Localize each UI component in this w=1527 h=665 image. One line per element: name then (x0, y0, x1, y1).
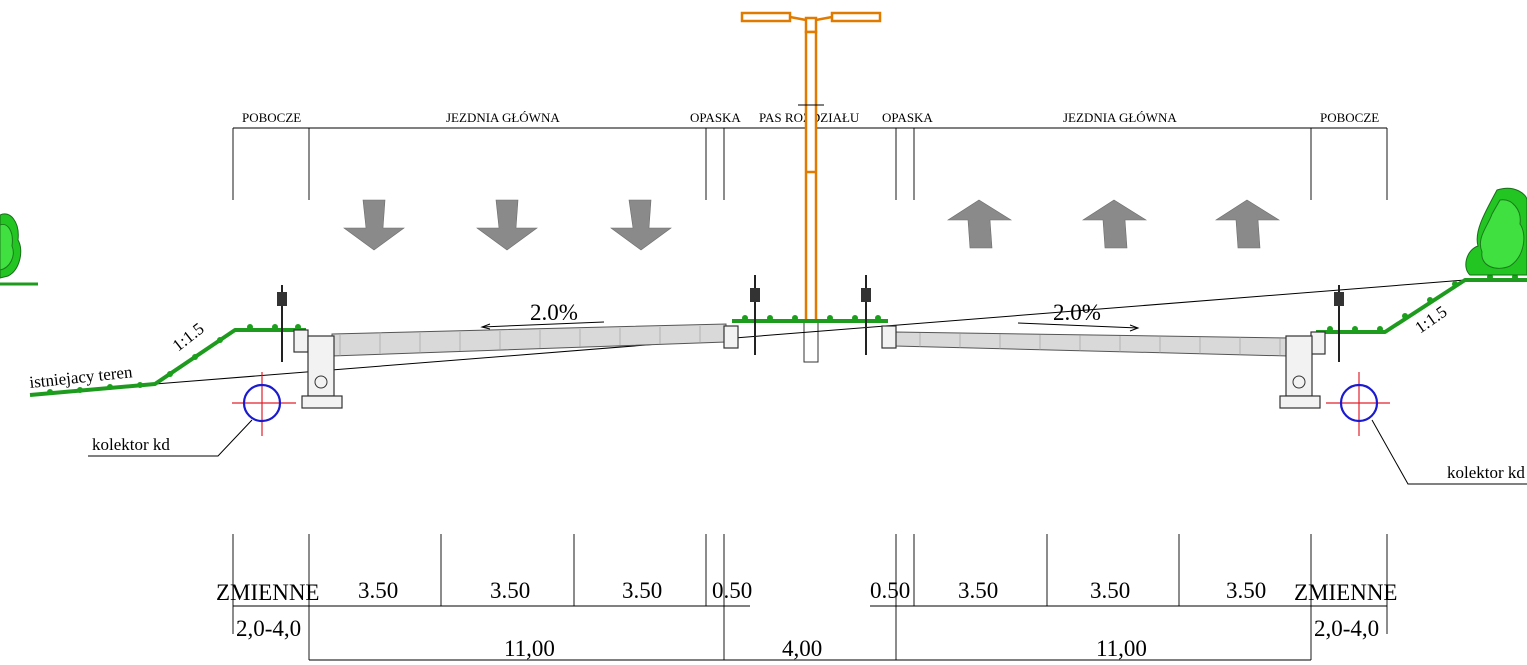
bottom-dimension-lines (232, 534, 1388, 661)
right-drain-structure (1279, 335, 1321, 409)
label-jezdnia-left: JEZDNIA GŁÓWNA (446, 110, 560, 125)
median-grass (732, 315, 888, 323)
dim-lane-left-3: 3.50 (622, 578, 662, 603)
dim-carriageway-left-total: 11,00 (504, 636, 555, 661)
dim-lane-left-1: 3.50 (358, 578, 398, 603)
left-drain-structure (301, 335, 343, 409)
dim-carriageway-right-total: 11,00 (1096, 636, 1147, 661)
dim-median-total: 4,00 (782, 636, 822, 661)
existing-terrain-line (154, 279, 1466, 385)
right-embankment (1316, 274, 1527, 334)
label-collector-left: kolektor kd (92, 435, 170, 454)
label-pobocze-left: POBOCZE (242, 110, 301, 125)
dim-lane-left-2: 3.50 (490, 578, 530, 603)
traffic-arrows-right-up (946, 199, 1281, 249)
dim-zmienne-left-range: 2,0-4,0 (236, 616, 301, 641)
guardrail-posts (277, 275, 1344, 362)
label-slope-left: 2.0% (530, 300, 578, 325)
label-collector-right: kolektor kd (1447, 463, 1525, 482)
traffic-arrows-left-down (343, 199, 672, 251)
label-opaska-right: OPASKA (882, 110, 933, 125)
collector-pipe-right-icon (1326, 372, 1390, 436)
tree-right-icon (1465, 187, 1527, 276)
collector-pipe-left-icon (232, 372, 296, 436)
dim-zmienne-left: ZMIENNE (216, 580, 319, 605)
dim-opaska-right: 0.50 (870, 578, 910, 603)
label-embankment-left: 1:1.5 (169, 319, 208, 355)
label-slope-right: 2.0% (1053, 300, 1101, 325)
left-embankment (29, 324, 306, 397)
dim-opaska-left: 0.50 (712, 578, 752, 603)
label-jezdnia-right: JEZDNIA GŁÓWNA (1063, 110, 1177, 125)
dim-lane-right-1: 3.50 (958, 578, 998, 603)
dim-lane-right-2: 3.50 (1090, 578, 1130, 603)
dim-lane-right-3: 3.50 (1226, 578, 1266, 603)
label-opaska-left: OPASKA (690, 110, 741, 125)
left-carriageway-slab (331, 323, 727, 357)
street-lamp-icon (740, 11, 882, 363)
curbs (293, 325, 1326, 355)
right-carriageway-slab (894, 331, 1289, 357)
label-pobocze-right: POBOCZE (1320, 110, 1379, 125)
dim-zmienne-right: ZMIENNE (1294, 580, 1397, 605)
tree-left-icon (0, 213, 38, 286)
dim-zmienne-right-range: 2,0-4,0 (1314, 616, 1379, 641)
label-embankment-right: 1:1.5 (1411, 302, 1450, 337)
